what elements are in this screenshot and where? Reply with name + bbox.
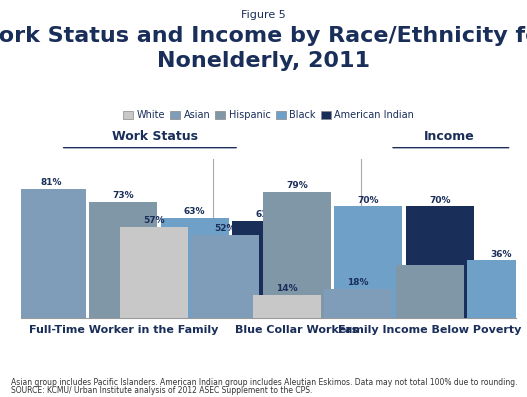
- Bar: [0, 191, 14, 318]
- Text: 33%: 33%: [419, 254, 441, 263]
- Text: Figure 5: Figure 5: [241, 10, 286, 20]
- Bar: [396, 265, 464, 318]
- Text: 81%: 81%: [41, 178, 63, 187]
- Text: 61%: 61%: [256, 210, 277, 219]
- Bar: [324, 289, 392, 318]
- Text: Income: Income: [424, 130, 475, 143]
- Bar: [467, 260, 527, 318]
- Bar: [89, 202, 157, 318]
- Bar: [232, 221, 300, 318]
- Text: 36%: 36%: [491, 250, 512, 258]
- Text: 52%: 52%: [214, 224, 236, 233]
- Text: 79%: 79%: [286, 181, 308, 190]
- Bar: [161, 218, 229, 318]
- Bar: [18, 189, 86, 318]
- Bar: [263, 192, 331, 318]
- Bar: [191, 235, 259, 318]
- Text: 73%: 73%: [112, 191, 134, 200]
- Bar: [252, 295, 320, 318]
- Text: 14%: 14%: [276, 285, 297, 293]
- Text: Work Status and Income by Race/Ethnicity for
Nonelderly, 2011: Work Status and Income by Race/Ethnicity…: [0, 26, 527, 71]
- Text: 63%: 63%: [184, 207, 206, 216]
- Text: Asian group includes Pacific Islanders. American Indian group includes Aleutian : Asian group includes Pacific Islanders. …: [11, 378, 517, 387]
- Text: 70%: 70%: [358, 196, 379, 204]
- Bar: [335, 206, 402, 318]
- Text: 18%: 18%: [347, 278, 369, 287]
- Bar: [120, 227, 188, 318]
- Text: Work Status: Work Status: [112, 130, 198, 143]
- Text: SOURCE: KCMU/ Urban Institute analysis of 2012 ASEC Supplement to the CPS.: SOURCE: KCMU/ Urban Institute analysis o…: [11, 386, 312, 395]
- Bar: [406, 206, 474, 318]
- Text: 57%: 57%: [143, 216, 164, 225]
- Text: 70%: 70%: [429, 196, 451, 204]
- Legend: White, Asian, Hispanic, Black, American Indian: White, Asian, Hispanic, Black, American …: [120, 106, 418, 124]
